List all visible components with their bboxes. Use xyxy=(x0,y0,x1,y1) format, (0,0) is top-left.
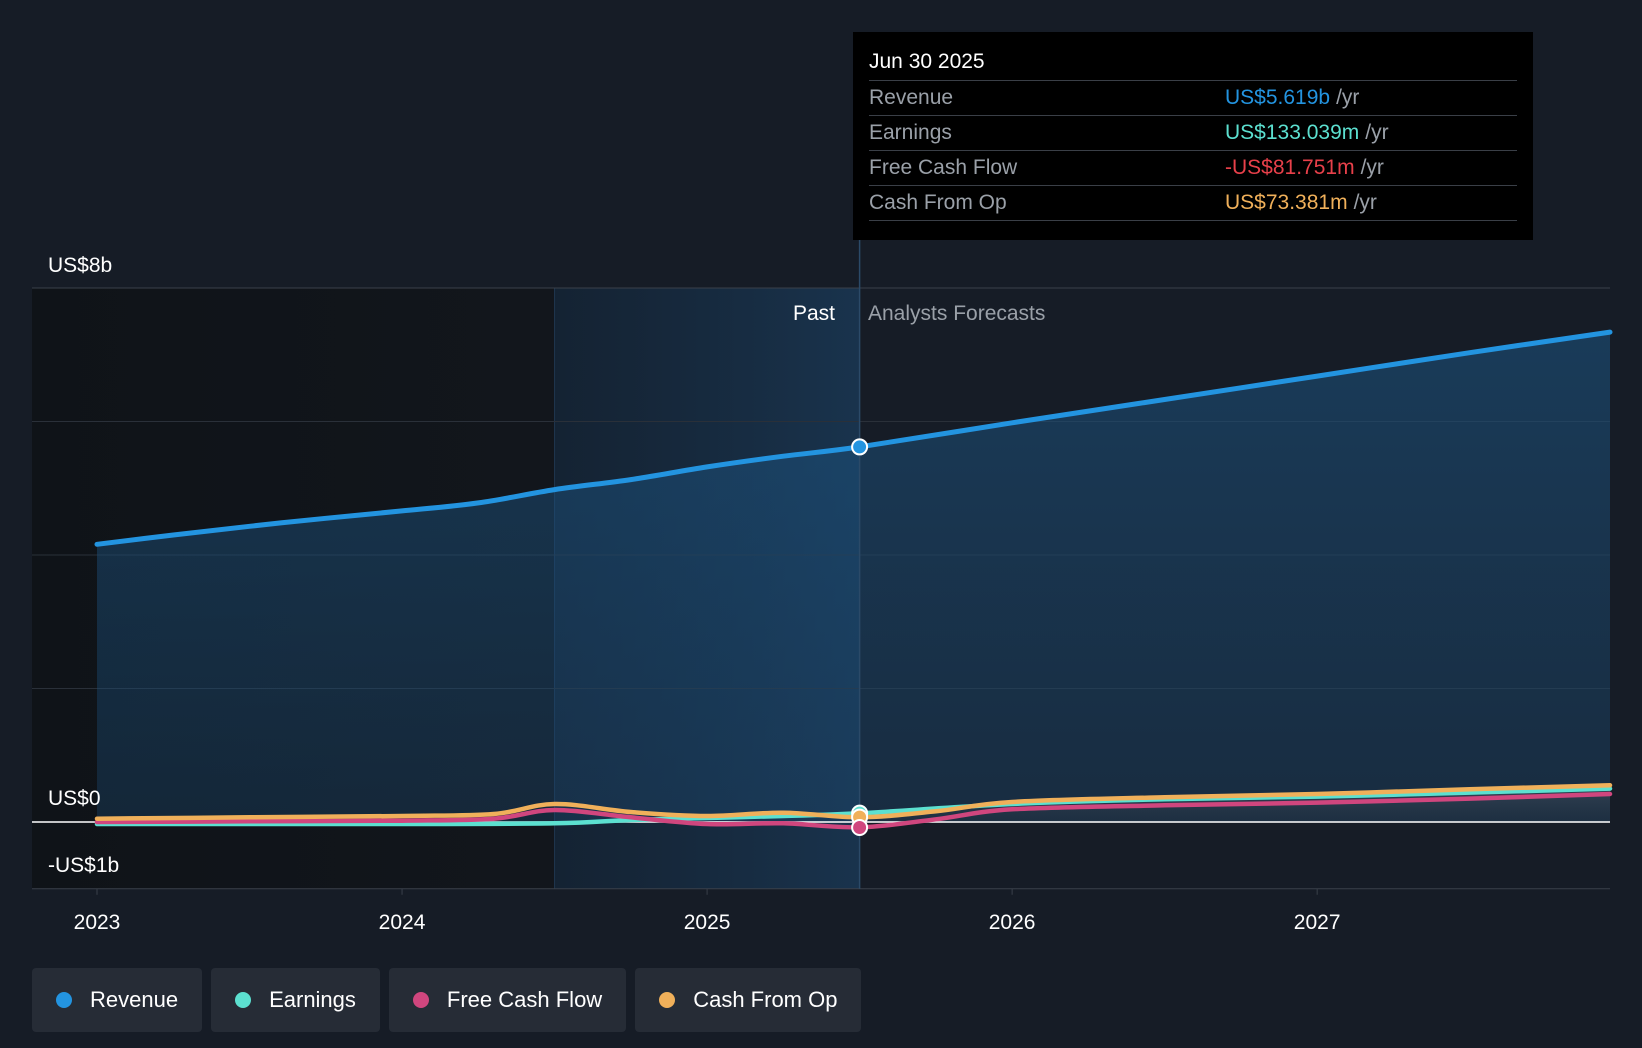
hover-tooltip: Jun 30 2025 Revenue US$5.619b /yr Earnin… xyxy=(853,32,1533,240)
revenue-line xyxy=(94,329,1613,547)
y-axis-label-zero: US$0 xyxy=(48,787,101,810)
legend-label: Earnings xyxy=(269,987,356,1012)
tooltip-label: Earnings xyxy=(869,121,952,144)
revenue-area xyxy=(97,332,1610,822)
marker-layer xyxy=(851,438,869,836)
tooltip-date: Jun 30 2025 xyxy=(869,46,1517,81)
legend-item-cash-from-op[interactable]: Cash From Op xyxy=(635,968,862,1032)
y-axis-label-bottom: -US$1b xyxy=(48,854,119,877)
legend-label: Free Cash Flow xyxy=(446,987,603,1012)
tooltip-label: Free Cash Flow xyxy=(869,156,1018,179)
tooltip-unit: /yr xyxy=(1365,121,1389,144)
legend-dot-icon xyxy=(412,992,429,1008)
legend-label: Cash From Op xyxy=(693,987,838,1012)
tooltip-unit: /yr xyxy=(1360,156,1384,179)
legend-label: Revenue xyxy=(90,987,179,1012)
x-tick-label: 2025 xyxy=(684,911,731,934)
line-layer xyxy=(94,329,1613,830)
cash-from-op-line xyxy=(94,783,1613,821)
tooltip-row-earnings: Earnings US$133.039m /yr xyxy=(869,116,1517,151)
chart-legend: Revenue Earnings Free Cash Flow Cash Fro… xyxy=(32,968,862,1032)
legend-item-earnings[interactable]: Earnings xyxy=(211,968,380,1032)
label-layer: US$8b US$0 -US$1b Past Analysts Forecast… xyxy=(48,254,1045,877)
x-tick-label: 2024 xyxy=(379,911,426,934)
x-tick-label: 2027 xyxy=(1294,911,1341,934)
x-tick-label: 2023 xyxy=(74,911,121,934)
free-cash-flow-marker[interactable] xyxy=(851,818,869,836)
legend-item-revenue[interactable]: Revenue xyxy=(32,968,203,1032)
past-region-label: Past xyxy=(793,302,835,325)
tooltip-label: Revenue xyxy=(869,86,954,109)
legend-dot-icon xyxy=(659,992,676,1008)
y-axis-label-top: US$8b xyxy=(48,254,112,277)
revenue-marker[interactable] xyxy=(851,438,869,456)
x-axis-ticks: 2023 2024 2025 2026 2027 xyxy=(74,888,1341,934)
legend-dot-icon xyxy=(235,992,252,1008)
free-cash-flow-line xyxy=(94,791,1613,830)
forecast-region-label: Analysts Forecasts xyxy=(868,302,1045,325)
tooltip-value: US$133.039m xyxy=(1225,121,1360,144)
legend-dot-icon xyxy=(56,992,72,1008)
tooltip-value: US$73.381m xyxy=(1225,191,1348,214)
tooltip-label: Cash From Op xyxy=(869,191,1007,214)
tooltip-row-free-cash-flow: Free Cash Flow -US$81.751m /yr xyxy=(869,151,1517,186)
tooltip-value: -US$81.751m xyxy=(1225,156,1355,179)
x-tick-label: 2026 xyxy=(989,911,1036,934)
tooltip-unit: /yr xyxy=(1353,191,1377,214)
tooltip-row-revenue: Revenue US$5.619b /yr xyxy=(869,81,1517,116)
tooltip-value: US$5.619b xyxy=(1225,86,1331,109)
tooltip-unit: /yr xyxy=(1336,86,1360,109)
tooltip-row-cash-from-op: Cash From Op US$73.381m /yr xyxy=(869,186,1517,221)
legend-item-free-cash-flow[interactable]: Free Cash Flow xyxy=(388,968,627,1032)
